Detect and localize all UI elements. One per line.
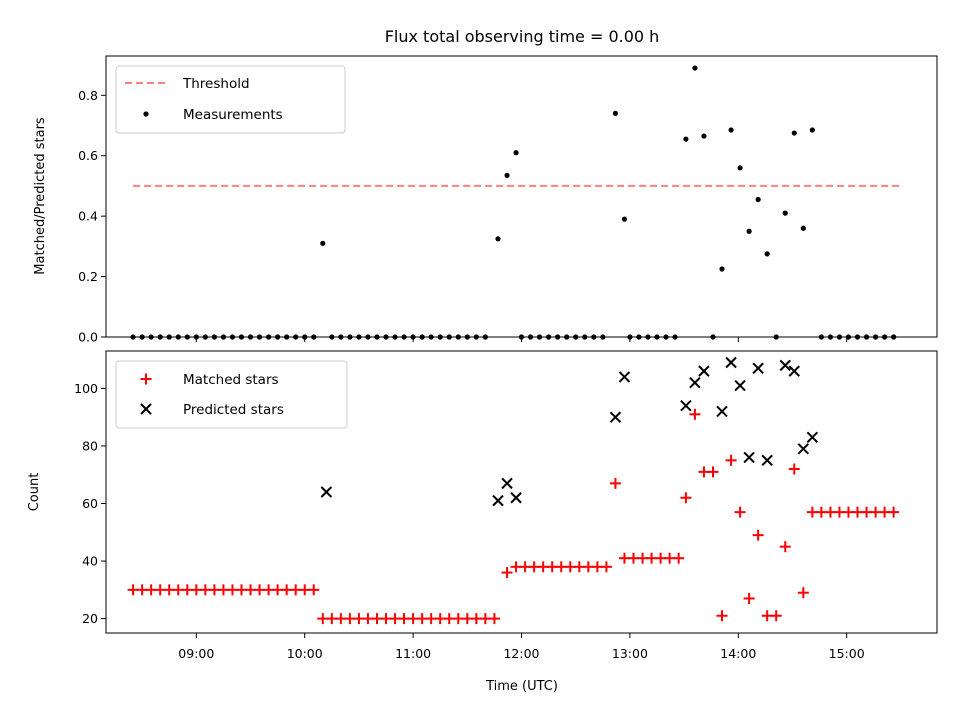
bottom-ytick-label: 40 [82,554,98,569]
matched-star-point [609,477,621,489]
predicted-star-point [680,399,692,412]
bottom-ytick-label: 100 [74,381,98,396]
legend-matched-swatch [140,373,152,385]
measurement-point [809,127,815,133]
matched-star-point [743,592,755,604]
measurement-point [746,228,752,234]
matched-star-point [788,463,800,475]
xtick-label: 09:00 [178,646,214,661]
matched-star-point [501,567,513,579]
top-panel: 0.00.20.40.60.8 Matched/Predicted stars … [33,55,938,345]
matched-star-point [680,492,692,504]
bottom-panel: 20 40 60 80 100 09:00 10:00 11:00 12:00 13:00 14:… [27,337,938,694]
matched-star-point [734,506,746,518]
xtick-label: 13:00 [612,646,648,661]
bottom-legend: Matched stars Predicted stars [115,360,348,429]
predicted-star-point [689,376,701,389]
predicted-star-point [698,365,710,377]
predicted-star-point [779,359,791,372]
measurement-point [791,130,797,136]
chart-title: Flux total observing time = 0.00 h [385,27,660,46]
measurement-point [320,240,326,246]
measurement-point [621,216,628,222]
legend-predicted-label: Predicted stars [183,402,284,418]
predicted-star-point [788,365,800,377]
matched-star-point [707,466,719,478]
predicted-star-point [492,494,504,507]
predicted-star-point [320,486,333,498]
measurement-point [504,172,510,178]
predicted-star-point [725,356,737,369]
measurement-point [612,110,619,117]
measurement-point [764,251,770,257]
legend-matched-label: Matched stars [183,372,279,388]
measurement-point [683,136,689,142]
predicted-star-point [609,411,622,423]
legend-predicted-swatch [140,403,152,415]
bottom-ytick-label: 80 [82,438,98,453]
matched-star-point [600,561,612,573]
matched-star-point [752,529,764,541]
matched-star-point [716,610,728,622]
top-legend: Threshold Measurements [115,65,346,134]
measurement-point [692,65,698,71]
top-ytick-label: 0.8 [78,88,98,103]
predicted-star-point [752,362,764,374]
matched-star-point [689,408,701,420]
matched-star-point [488,613,500,625]
predicted-star-point [761,454,773,467]
x-axis-label: Time (UTC) [485,679,558,694]
xtick-label: 12:00 [503,646,539,661]
xtick-label: 10:00 [287,646,323,661]
bottom-y-axis-label: Count [27,473,42,512]
measurement-point [800,225,806,231]
measurement-point [728,127,734,133]
top-ytick-label: 0.6 [78,148,98,163]
matched-star-point [673,552,685,564]
predicted-star-point [743,451,755,464]
xtick-label: 15:00 [829,646,865,661]
top-y-axis-label: Matched/Predicted stars [33,117,48,275]
legend-measurements-swatch [143,111,149,117]
measurement-point [513,150,519,156]
matched-star-point [797,587,809,599]
measurement-point [755,196,761,203]
legend-threshold-label: Threshold [182,76,250,92]
measurement-point [737,165,743,171]
top-ytick-label: 0.4 [78,209,98,224]
predicted-star-point [797,443,810,455]
top-ytick-label: 0.0 [78,330,98,345]
predicted-star-point [618,371,631,383]
matched-star-point [888,506,900,518]
predicted-star-point [806,431,819,444]
xtick-label: 11:00 [395,646,431,661]
legend-measurements-label: Measurements [183,107,283,123]
matched-star-point [770,610,782,622]
measurement-point [495,236,501,242]
matched-star-point [779,541,791,553]
bottom-ytick-label: 20 [82,611,98,626]
measurement-point [782,210,788,216]
bottom-ytick-label: 60 [82,496,98,511]
measurement-point [719,266,725,272]
xtick-label: 14:00 [720,646,756,661]
matched-star-point [308,584,320,596]
predicted-star-point [501,477,513,490]
predicted-star-point [716,405,728,418]
measurement-point [701,133,707,139]
predicted-star-point [510,492,522,504]
predicted-star-point [734,379,746,392]
matched-star-point [725,454,737,466]
top-ytick-label: 0.2 [78,269,98,284]
